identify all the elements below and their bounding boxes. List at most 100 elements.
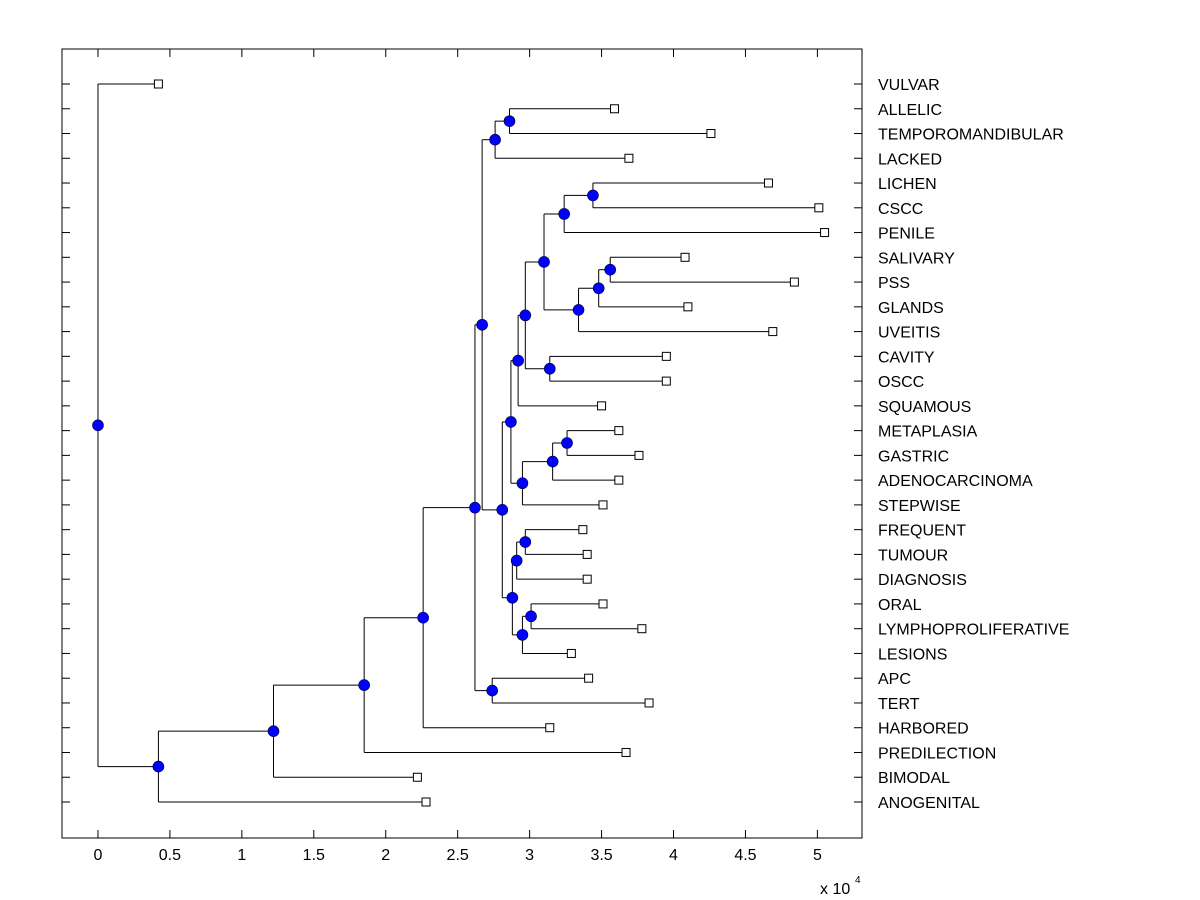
merge-node-marker [525,610,537,623]
leaf-label: OSCC [878,374,924,391]
x-tick-label: 3 [525,847,534,864]
leaf-marker [637,624,647,634]
node-markers [92,115,617,773]
leaf-label: ADENOCARCINOMA [878,473,1033,490]
x-tick-label: 2 [381,847,390,864]
leaf-marker [584,673,594,683]
leaf-label: TERT [878,696,920,713]
leaf-marker [578,525,588,535]
leaf-marker [598,599,608,609]
merge-node-marker [496,504,509,516]
leaf-label: ALLELIC [878,102,942,119]
leaf-marker [610,104,620,114]
leaf-label: PREDILECTION [878,745,996,762]
x-tick-labels: 0 0.5 1 1.5 2 2.5 3 3.5 4 4.5 5 [94,847,822,864]
x-tick-label: 2.5 [447,847,469,864]
leaf-label: CSCC [878,201,923,218]
merge-node-marker [558,208,570,220]
merge-node-marker [486,684,499,697]
x-tick-label: 0 [94,847,103,864]
leaf-marker [614,475,624,485]
leaf-label: TUMOUR [878,547,948,564]
leaf-label: HARBORED [878,721,969,738]
leaf-marker [680,252,690,262]
leaf-marker [634,450,644,460]
leaf-marker [421,797,431,807]
axis-ticks [62,49,862,838]
x-multiplier-label: x 10 [820,881,850,898]
merge-node-marker [358,679,370,691]
merge-node-marker [561,437,573,449]
leaf-marker [597,401,607,411]
merge-node-marker [587,189,599,202]
leaf-marker [412,772,422,782]
leaf-label: LACKED [878,151,942,168]
leaf-label: ANOGENITAL [878,795,980,812]
merge-node-marker [546,455,559,468]
leaf-marker [153,79,163,89]
leaf-marker [644,698,654,708]
merge-node-marker [592,282,605,295]
leaf-marker [566,648,576,658]
leaf-marker [624,153,634,163]
leaf-marker [661,376,671,386]
leaf-label: ORAL [878,597,922,614]
merge-node-marker [417,611,429,624]
leaf-label: APC [878,671,911,688]
leaf-label: GLANDS [878,300,944,317]
leaf-label: DIAGNOSIS [878,572,967,589]
merge-node-marker [476,318,488,331]
leaf-label: SQUAMOUS [878,399,971,416]
x-tick-label: 1 [237,847,246,864]
leaf-marker [683,302,693,312]
merge-node-marker [505,416,517,428]
leaf-labels: VULVAR ALLELIC TEMPOROMANDIBULAR LACKED LICH… [878,77,1069,812]
merge-node-marker [152,760,165,773]
merge-node-marker [510,554,523,567]
leaf-marker [820,228,830,238]
leaf-marker [621,747,631,757]
merge-node-marker [506,591,519,604]
leaf-label: BIMODAL [878,770,950,787]
x-tick-label: 4.5 [734,847,756,864]
merge-node-marker [519,536,532,548]
leaf-label: GASTRIC [878,448,949,465]
leaf-marker [545,723,555,733]
merge-node-marker [92,419,104,432]
x-tick-label: 3.5 [590,847,612,864]
x-tick-label: 5 [813,847,822,864]
leaf-label: SALIVARY [878,250,955,267]
leaf-label: TEMPOROMANDIBULAR [878,127,1064,144]
leaf-label: LICHEN [878,176,937,193]
x-tick-label: 4 [669,847,678,864]
leaf-marker [614,426,624,436]
leaf-label: METAPLASIA [878,424,978,441]
leaf-label: LYMPHOPROLIFERATIVE [878,622,1069,639]
leaf-marker [582,549,592,559]
leaf-marker [763,178,773,188]
merge-node-marker [512,354,524,367]
leaf-label: FREQUENT [878,523,966,540]
leaf-marker [598,500,608,510]
merge-node-marker [572,304,585,316]
merge-node-marker [538,256,550,268]
x-multiplier-exponent: 4 [855,875,861,886]
leaf-label: VULVAR [878,77,940,94]
leaf-label: STEPWISE [878,498,961,515]
merge-node-marker [516,477,529,490]
leaf-label: LESIONS [878,646,947,663]
leaf-marker [768,327,778,337]
leaf-label: CAVITY [878,349,935,366]
merge-node-marker [516,629,529,641]
merge-node-marker [489,133,501,146]
leaf-label: PSS [878,275,910,292]
leaf-label: PENILE [878,226,935,243]
x-tick-label: 1.5 [303,847,325,864]
merge-node-marker [267,725,280,737]
merge-node-marker [543,362,556,375]
leaf-label: UVEITIS [878,325,940,342]
leaf-marker [706,129,716,139]
leaf-marker [582,574,592,584]
leaf-marker [814,203,824,213]
